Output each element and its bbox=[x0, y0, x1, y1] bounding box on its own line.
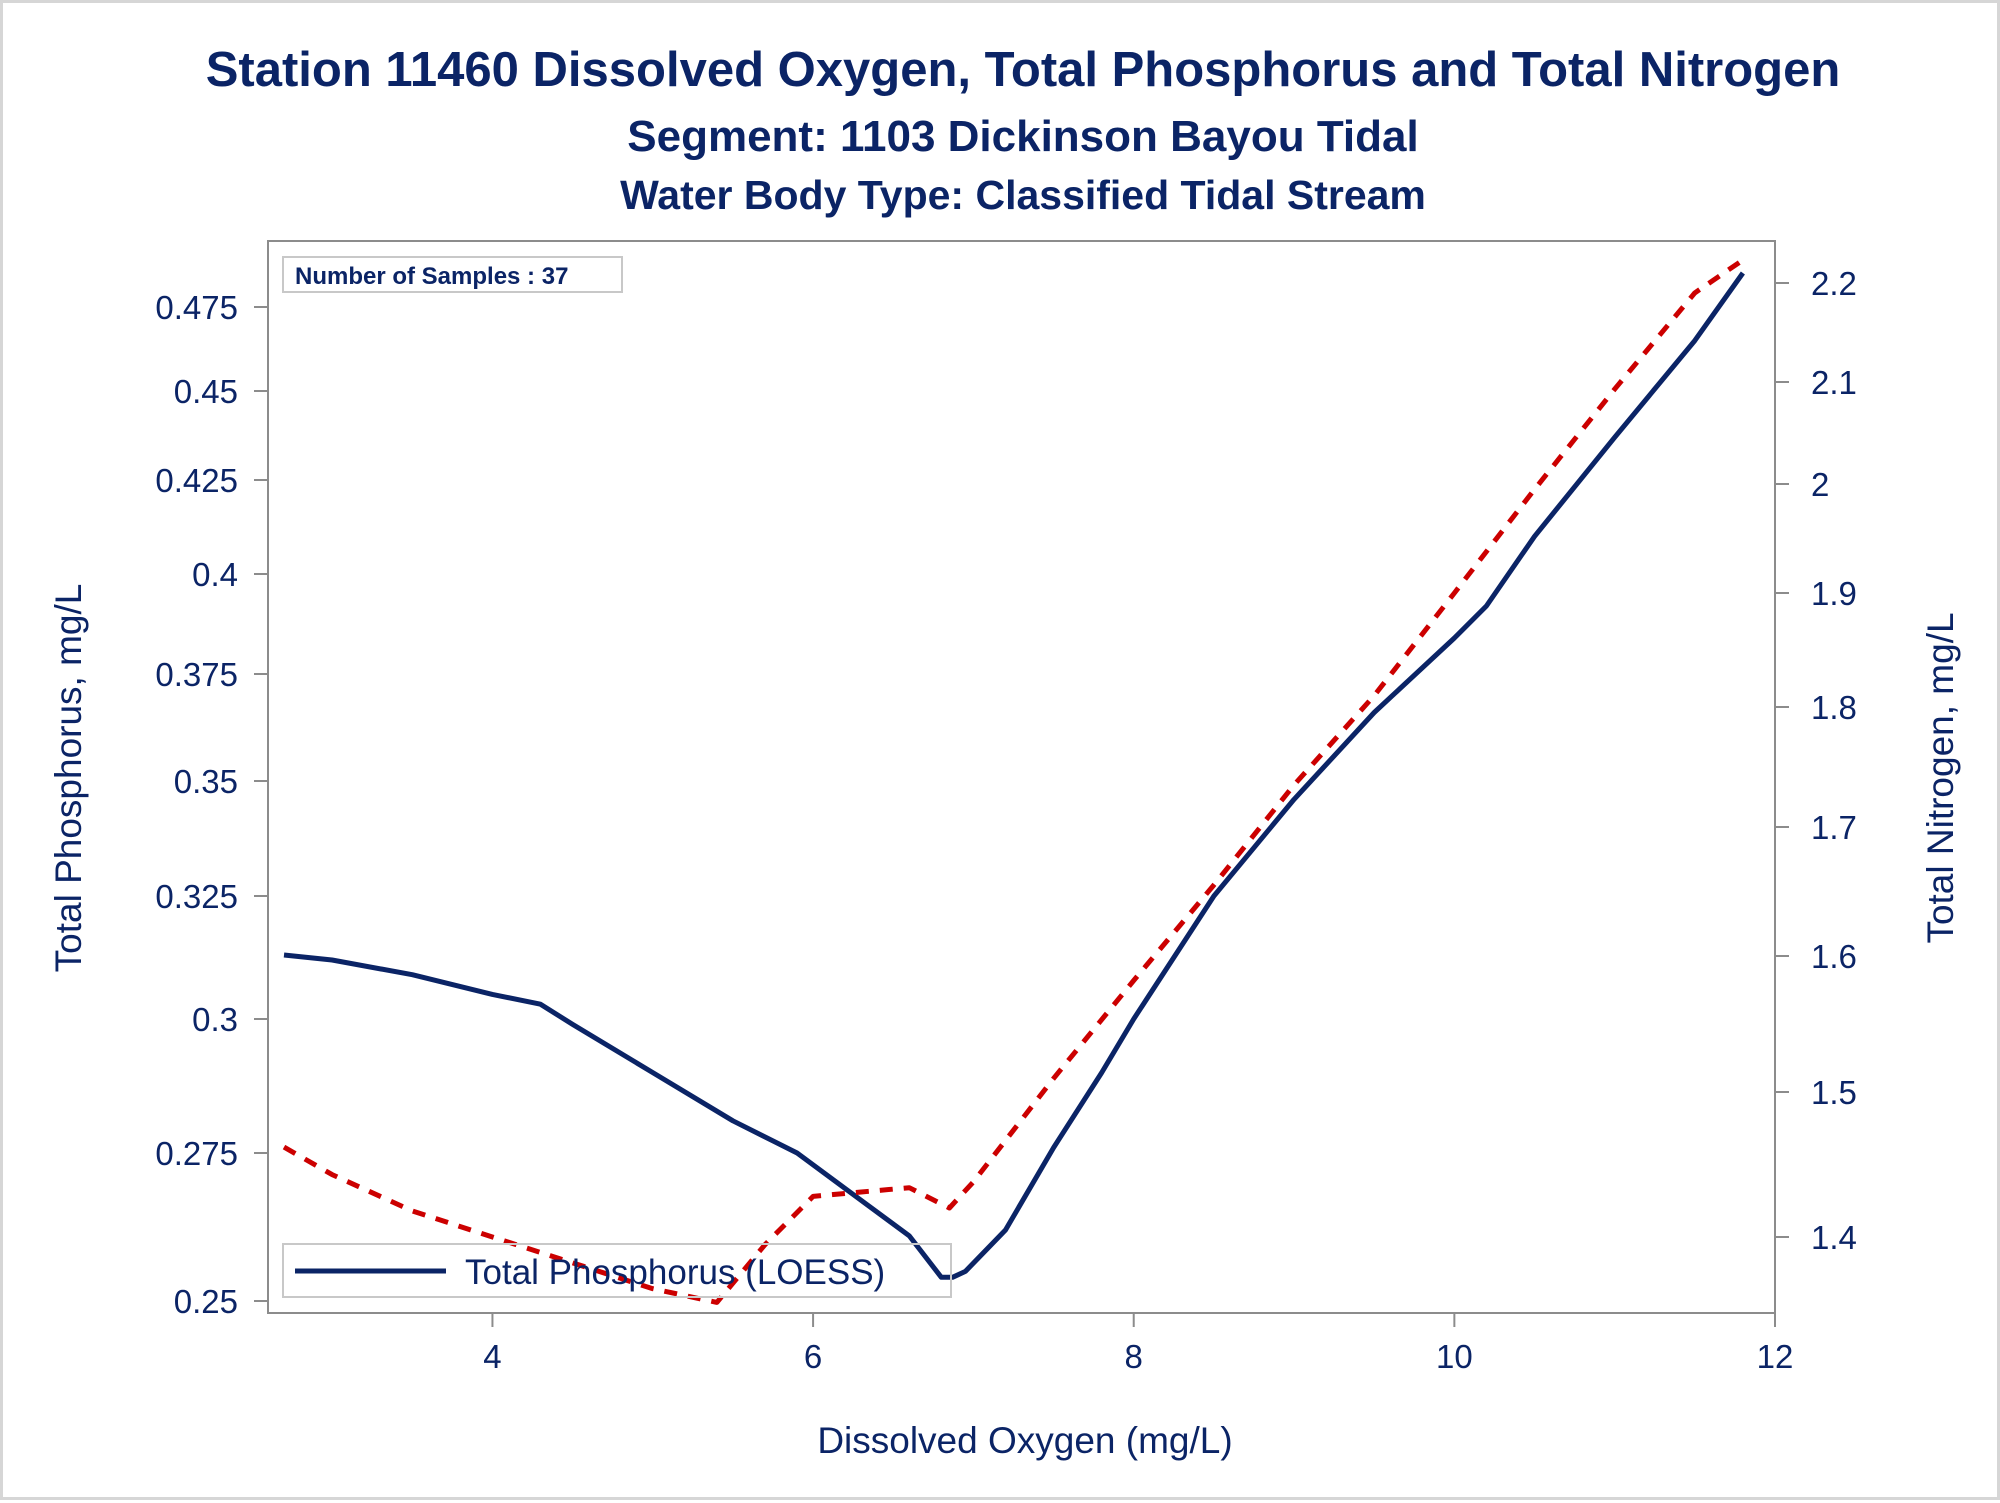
samples-box-frame bbox=[282, 256, 623, 293]
y2-tick-label: 2.1 bbox=[1811, 364, 1857, 401]
legend-frame bbox=[282, 1243, 952, 1298]
chart-subtitle-2: Water Body Type: Classified Tidal Stream bbox=[620, 172, 1426, 218]
samples-box: Number of Samples : 37 bbox=[282, 256, 623, 293]
y2-tick-label: 2 bbox=[1811, 466, 1829, 503]
y-tick-label: 0.45 bbox=[174, 373, 238, 410]
y2-tick-label: 1.9 bbox=[1811, 575, 1857, 612]
x-tick-label: 10 bbox=[1436, 1338, 1473, 1375]
y-axis-label: Total Phosphorus, mg/L bbox=[48, 584, 89, 973]
y-tick-label: 0.3 bbox=[192, 1001, 238, 1038]
legend: Total Phosphorus (LOESS) bbox=[282, 1243, 952, 1298]
x-axis-label: Dissolved Oxygen (mg/L) bbox=[817, 1420, 1232, 1461]
y-tick-label: 0.375 bbox=[155, 656, 238, 693]
y2-tick-label: 1.7 bbox=[1811, 809, 1857, 846]
series-group bbox=[282, 257, 1745, 1305]
y-tick-label: 0.325 bbox=[155, 878, 238, 915]
x-tick-label: 8 bbox=[1125, 1338, 1143, 1375]
y-tick-label: 0.425 bbox=[155, 462, 238, 499]
y-tick-label: 0.35 bbox=[174, 763, 238, 800]
y2-axis-label: Total Nitrogen, mg/L bbox=[1920, 612, 1961, 943]
x-tick-label: 6 bbox=[804, 1338, 822, 1375]
y-tick-label: 0.475 bbox=[155, 289, 238, 326]
y2-tick-label: 1.6 bbox=[1811, 938, 1857, 975]
y2-axis-ticks: 1.4 1.5 1.6 1.7 1.8 1.9 2 2.1 2.2 bbox=[1775, 265, 1857, 1256]
y-tick-label: 0.25 bbox=[174, 1283, 238, 1320]
y-tick-label: 0.275 bbox=[155, 1135, 238, 1172]
series-line-phosphorus bbox=[283, 271, 1745, 1280]
y2-tick-label: 2.2 bbox=[1811, 265, 1857, 302]
series-line-nitrogen bbox=[282, 257, 1745, 1305]
chart-title: Station 11460 Dissolved Oxygen, Total Ph… bbox=[206, 43, 1841, 97]
y2-tick-label: 1.5 bbox=[1811, 1074, 1857, 1111]
y-tick-label: 0.4 bbox=[192, 556, 238, 593]
legend-label-phosphorus: Total Phosphorus (LOESS) bbox=[465, 1253, 885, 1292]
x-axis-ticks: 4 6 8 10 12 bbox=[483, 1313, 1793, 1375]
plot-area bbox=[267, 240, 1776, 1314]
x-tick-label: 12 bbox=[1757, 1338, 1794, 1375]
samples-count-label: Number of Samples : 37 bbox=[295, 263, 568, 290]
y2-tick-label: 1.4 bbox=[1811, 1219, 1857, 1256]
chart-subtitle: Segment: 1103 Dickinson Bayou Tidal bbox=[627, 112, 1418, 161]
x-tick-label: 4 bbox=[483, 1338, 501, 1375]
y2-tick-label: 1.8 bbox=[1811, 689, 1857, 726]
y-axis-ticks: 0.25 0.275 0.3 0.325 0.35 0.375 0.4 0.425 0.45 0.… bbox=[155, 289, 268, 1320]
chart-svg: Station 11460 Dissolved Oxygen, Total Ph… bbox=[48, 43, 1961, 1461]
